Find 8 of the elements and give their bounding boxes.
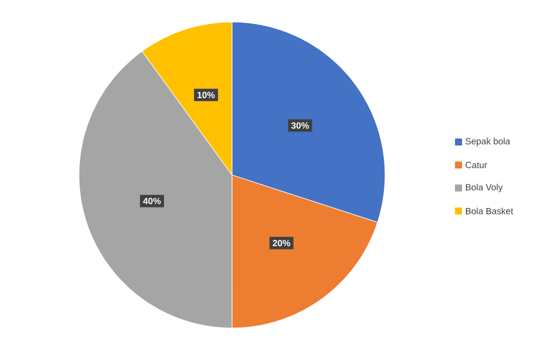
legend-label: Catur [466,162,488,168]
legend-label: Bola Basket [466,208,514,214]
data-label: 20% [272,240,290,246]
legend-label: Bola Voly [466,184,503,192]
data-label: 30% [291,122,309,129]
data-label: 40% [143,198,161,204]
legend-label: Sepak bola [466,138,510,146]
data-label: 10% [198,92,215,98]
